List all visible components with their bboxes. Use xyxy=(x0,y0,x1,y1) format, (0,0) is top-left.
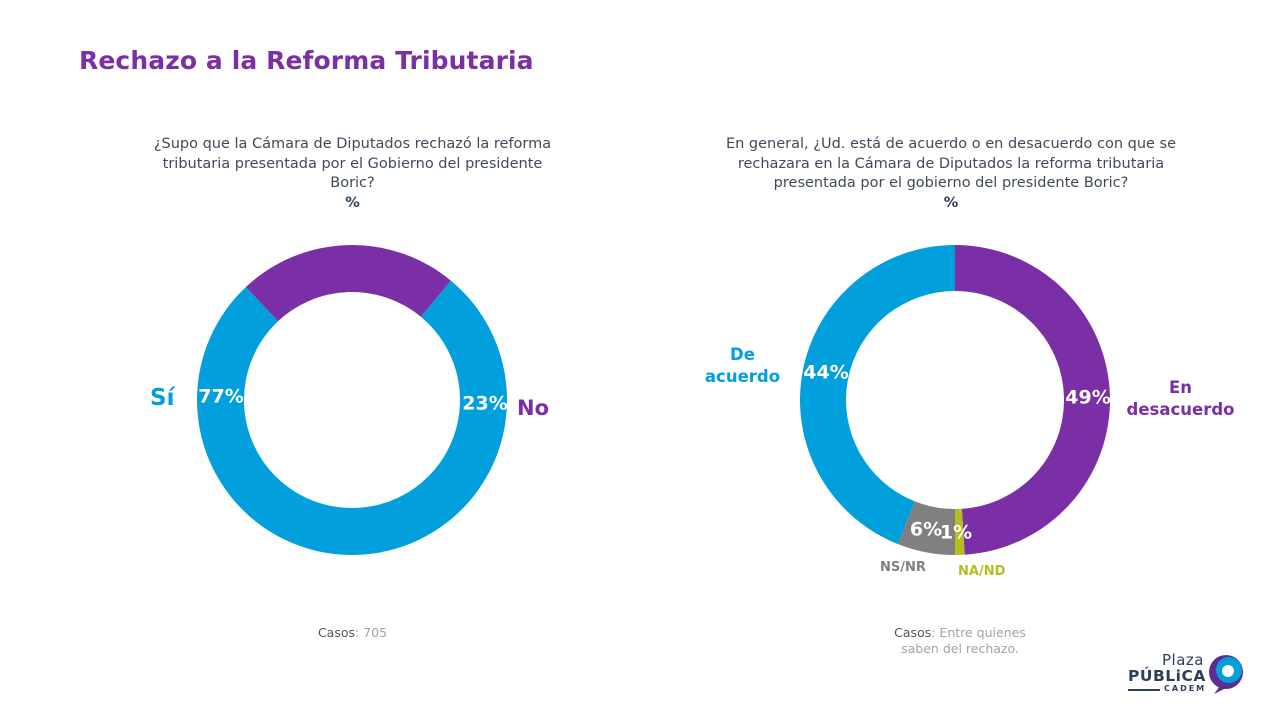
left-slice-no xyxy=(245,244,451,322)
right-slice-ns-nr xyxy=(897,501,955,555)
left-casos-value: : 705 xyxy=(355,625,388,640)
right-slice-de-acuerdo xyxy=(800,245,955,545)
left-slice-s- xyxy=(196,280,507,555)
logo-cadem: CADEM xyxy=(1164,684,1207,693)
label-no: No xyxy=(517,396,550,420)
page-title: Rechazo a la Reforma Tributaria xyxy=(79,46,534,75)
logo-line xyxy=(1128,689,1160,691)
right-casos: Casos: Entre quienes saben del rechazo. xyxy=(880,625,1040,657)
right-casos-label: Casos xyxy=(894,625,932,640)
left-data-label-no: 23% xyxy=(462,393,507,415)
label-na-nd: NA/ND xyxy=(958,564,1006,579)
label-si: Sí xyxy=(150,385,175,411)
right-unit: % xyxy=(943,194,959,211)
logo-publica: PÚBLiCA xyxy=(1128,667,1206,685)
right-data-label-en-desacuerdo: 49% xyxy=(1065,387,1110,409)
left-question-text: ¿Supo que la Cámara de Diputados rechazó… xyxy=(153,136,552,191)
right-question-text: En general, ¿Ud. está de acuerdo o en de… xyxy=(725,136,1177,191)
label-ns-nr: NS/NR xyxy=(880,560,926,575)
left-casos-label: Casos xyxy=(317,625,355,640)
left-data-label-s-: 77% xyxy=(198,386,243,408)
right-slice-en-desacuerdo xyxy=(955,245,1111,555)
label-de-acuerdo-text: De acuerdo xyxy=(704,345,781,386)
right-data-label-de-acuerdo: 44% xyxy=(803,362,848,384)
label-en-desacuerdo: En desacuerdo xyxy=(1118,377,1243,421)
right-slice-na-nd xyxy=(955,508,965,555)
plaza-publica-logo: Plaza PÚBLiCA CADEM xyxy=(1126,650,1246,698)
logo-plaza: Plaza xyxy=(1162,651,1204,669)
right-data-label-ns-nr: 6% xyxy=(910,519,942,541)
label-en-desacuerdo-text: En desacuerdo xyxy=(1126,378,1235,419)
right-data-label-na-nd: 1% xyxy=(940,522,972,544)
left-casos: Casos: 705 xyxy=(290,625,415,641)
label-de-acuerdo: De acuerdo xyxy=(695,344,790,388)
right-casos-value: : Entre quienes saben del rechazo. xyxy=(901,625,1026,656)
left-question: ¿Supo que la Cámara de Diputados rechazó… xyxy=(140,135,565,213)
right-question: En general, ¿Ud. está de acuerdo o en de… xyxy=(700,135,1202,213)
logo-speech-bubble-icon xyxy=(1209,655,1243,694)
left-unit: % xyxy=(345,194,360,211)
